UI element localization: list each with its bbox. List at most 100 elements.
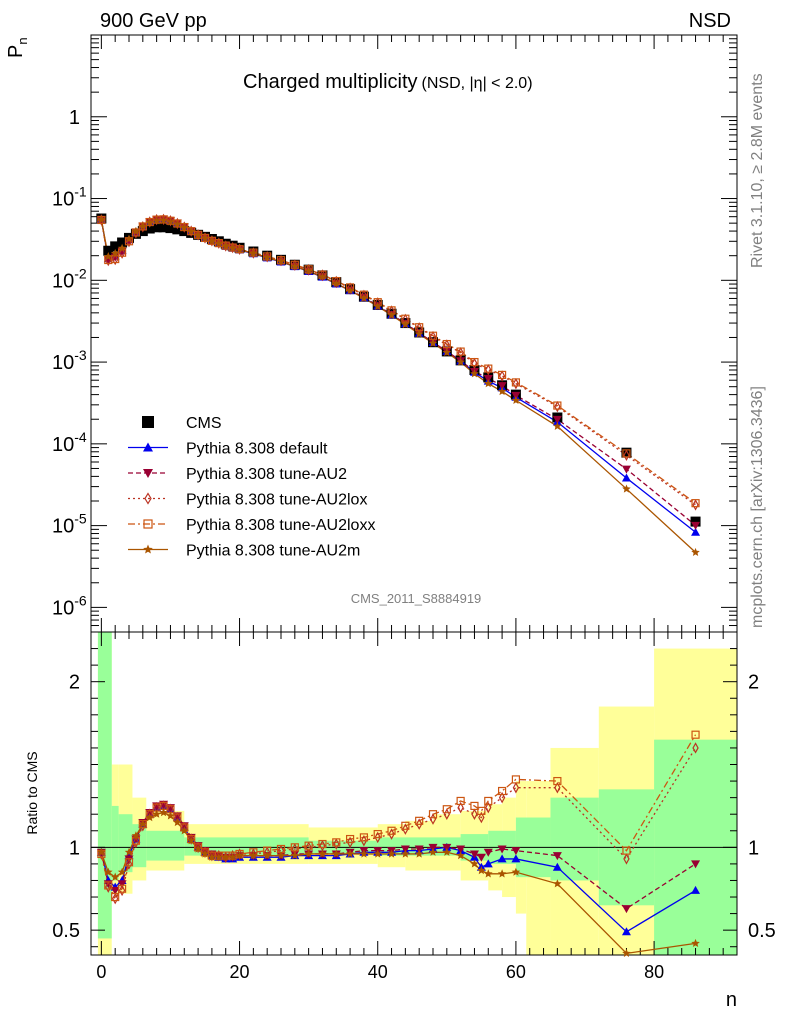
mc-point-ratio bbox=[691, 860, 701, 869]
mc-point-ratio bbox=[511, 847, 521, 856]
mc-point-ratio bbox=[228, 852, 237, 861]
y-axis-label-sub: n bbox=[15, 37, 30, 44]
legend-label: Pythia 8.308 tune-AU2loxx bbox=[186, 517, 375, 534]
mc-point-ratio bbox=[415, 816, 424, 825]
mc-point-main bbox=[691, 527, 701, 536]
mc-point-main bbox=[221, 241, 230, 250]
mc-point-ratio bbox=[511, 867, 521, 876]
y-tick-label: 10-2 bbox=[52, 265, 87, 292]
mc-point-ratio bbox=[193, 844, 203, 853]
mc-point-ratio bbox=[373, 829, 382, 839]
mc-point-main bbox=[691, 521, 701, 530]
mc-point-main bbox=[470, 369, 479, 378]
mc-point-ratio bbox=[104, 881, 113, 890]
legend-label: Pythia 8.308 tune-AU2 bbox=[186, 466, 347, 483]
mc-point-main bbox=[497, 382, 507, 391]
mc-point-ratio bbox=[262, 851, 272, 860]
mc-point-ratio bbox=[138, 819, 148, 828]
mc-point-main bbox=[511, 378, 521, 387]
legend-label: Pythia 8.308 tune-AU2lox bbox=[186, 492, 367, 509]
data-point-cms bbox=[165, 223, 176, 234]
mc-point-main bbox=[173, 219, 182, 228]
mc-point-main bbox=[442, 339, 451, 349]
mc-point-ratio bbox=[173, 818, 182, 827]
ratio-band-inner bbox=[97, 632, 112, 939]
data-point-cms bbox=[117, 237, 128, 248]
mc-point-ratio bbox=[111, 892, 119, 905]
mc-point-main bbox=[160, 213, 167, 226]
mc-point-ratio bbox=[304, 849, 313, 858]
mc-point-ratio bbox=[622, 846, 631, 855]
mc-point-main bbox=[200, 233, 210, 242]
chart-title: Charged multiplicity (NSD, |η| < 2.0) bbox=[243, 71, 533, 93]
mc-point-ratio bbox=[414, 849, 424, 858]
mc-point-ratio bbox=[456, 851, 465, 860]
mc-point-main bbox=[228, 243, 237, 252]
ratio-y-tick-label-right: 2 bbox=[748, 672, 759, 694]
mc-point-main bbox=[263, 251, 271, 263]
mc-point-ratio bbox=[692, 742, 699, 754]
mc-point-main bbox=[484, 379, 493, 388]
mc-point-main bbox=[622, 484, 631, 493]
mc-point-main bbox=[456, 357, 465, 366]
mc-point-ratio bbox=[484, 869, 493, 878]
mc-point-main bbox=[345, 286, 355, 295]
mcplots-label: mcplots.cern.ch [arXiv:1306.3436] bbox=[749, 386, 766, 628]
mc-point-main bbox=[146, 216, 153, 228]
mc-point-ratio bbox=[345, 834, 355, 844]
mc-point-ratio bbox=[304, 841, 313, 850]
mc-point-main bbox=[111, 254, 120, 264]
x-tick-label: 40 bbox=[368, 962, 388, 982]
analysis-id: CMS_2011_S8884919 bbox=[351, 591, 482, 606]
mc-point-main bbox=[552, 415, 562, 424]
mc-point-main bbox=[387, 310, 396, 319]
mc-point-ratio bbox=[554, 781, 561, 794]
axes-frames bbox=[90, 34, 738, 956]
mc-point-main bbox=[166, 217, 175, 226]
mc-point-ratio bbox=[483, 848, 493, 857]
mc-point-ratio bbox=[117, 880, 127, 889]
mc-point-ratio bbox=[691, 938, 700, 947]
y-tick-label: 10-5 bbox=[52, 511, 87, 538]
mc-point-ratio bbox=[360, 834, 368, 847]
ratio-y-tick-label: 0.5 bbox=[52, 920, 80, 942]
mc-point-ratio bbox=[497, 854, 507, 863]
y-axis-label: Pn bbox=[5, 37, 30, 58]
mc-point-ratio bbox=[478, 811, 485, 824]
mc-point-ratio bbox=[346, 836, 354, 849]
mc-point-ratio bbox=[511, 854, 521, 863]
mc-point-ratio bbox=[442, 805, 451, 814]
mc-point-main bbox=[512, 377, 520, 390]
mc-point-ratio bbox=[442, 843, 452, 852]
mc-point-ratio bbox=[145, 813, 154, 822]
mc-point-main bbox=[236, 243, 243, 255]
mc-point-ratio bbox=[345, 849, 355, 858]
mc-point-main bbox=[153, 213, 160, 226]
mc-point-ratio bbox=[159, 808, 168, 817]
mc-point-main bbox=[97, 215, 106, 224]
mc-point-ratio bbox=[470, 801, 479, 811]
mc-point-main bbox=[290, 262, 300, 271]
mc-point-ratio bbox=[485, 801, 492, 814]
mc-point-ratio bbox=[124, 858, 134, 867]
mc-point-main bbox=[621, 465, 631, 474]
mc-point-ratio bbox=[400, 845, 410, 854]
mc-point-main bbox=[262, 253, 272, 262]
legend-marker-cms bbox=[142, 416, 154, 428]
mc-point-main bbox=[103, 256, 113, 265]
mc-point-ratio bbox=[125, 858, 133, 870]
mc-point-ratio bbox=[471, 808, 478, 820]
y-tick-label: 10-3 bbox=[52, 347, 87, 374]
mc-point-main bbox=[442, 348, 452, 357]
series-line-main bbox=[100, 218, 696, 504]
mc-point-ratio bbox=[470, 859, 479, 868]
mc-point-main bbox=[277, 254, 285, 267]
tick-labels: 0 20 40 60 80 1 10-1 10-2 10-3 10-4 10-5 10-6 0.5 0.5… bbox=[52, 107, 776, 982]
mc-point-main bbox=[138, 221, 148, 231]
mc-point-ratio bbox=[214, 852, 224, 861]
legend-marker bbox=[143, 442, 153, 452]
mc-point-ratio bbox=[484, 796, 493, 806]
mc-point-ratio bbox=[332, 849, 341, 858]
mc-point-ratio bbox=[512, 781, 520, 794]
